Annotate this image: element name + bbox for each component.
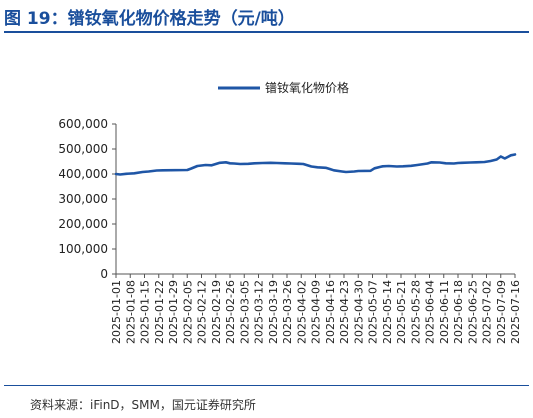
x-tick-label: 2025-01-15 [139, 280, 152, 344]
x-tick-label: 2025-03-05 [238, 280, 251, 344]
x-tick-label: 2025-03-12 [253, 280, 266, 344]
figure-title: 图 19：镨钕氧化物价格走势（元/吨） [4, 9, 295, 29]
title-rule [4, 31, 529, 33]
x-tick-label: 2025-03-26 [281, 280, 294, 344]
x-tick-label: 2025-04-30 [352, 280, 365, 344]
source-note: 资料来源：iFinD，SMM，国元证券研究所 [30, 398, 256, 412]
footer-rule [4, 385, 529, 386]
chart-legend: 镨钕氧化物价格 [218, 80, 349, 95]
legend-label: 镨钕氧化物价格 [265, 80, 349, 95]
x-tick-label: 2025-07-16 [509, 280, 522, 344]
y-tick-label: 100,000 [58, 242, 108, 256]
y-axis: 0 100,000 200,000 300,000 400,000 500,000 600,… [58, 117, 117, 281]
x-tick-label: 2025-06-18 [452, 280, 465, 344]
x-tick-label: 2025-02-05 [181, 280, 194, 344]
x-tick-label: 2025-02-26 [224, 280, 237, 344]
y-tick-label: 300,000 [58, 192, 108, 206]
x-tick-label: 2025-01-08 [124, 280, 137, 344]
plot-area [114, 153, 517, 176]
y-tick-label: 600,000 [58, 117, 108, 131]
x-tick-label: 2025-01-29 [167, 280, 180, 344]
x-axis: 2025-01-01 2025-01-08 2025-01-15 2025-01-22… [110, 273, 522, 344]
x-tick-label: 2025-07-02 [481, 280, 494, 344]
x-tick-label: 2025-05-07 [367, 280, 380, 344]
y-tick-label: 400,000 [58, 167, 108, 181]
x-tick-label: 2025-06-25 [466, 280, 479, 344]
x-tick-label: 2025-06-04 [424, 280, 437, 344]
y-tick-label: 0 [100, 267, 108, 281]
x-tick-label: 2025-07-09 [495, 280, 508, 344]
x-tick-label: 2025-04-09 [310, 280, 323, 344]
x-tick-label: 2025-02-19 [210, 280, 223, 344]
x-tick-label: 2025-05-21 [395, 280, 408, 344]
price-line-chart: 镨钕氧化物价格 0 100,000 200,000 300,000 400,000 500… [58, 80, 522, 344]
x-tick-label: 2025-04-02 [295, 280, 308, 344]
y-tick-label: 500,000 [58, 142, 108, 156]
y-tick-label: 200,000 [58, 217, 108, 231]
x-tick-label: 2025-05-28 [409, 280, 422, 344]
x-tick-label: 2025-03-19 [267, 280, 280, 344]
series-line [114, 153, 517, 176]
x-tick-label: 2025-06-11 [438, 280, 451, 344]
x-tick-label: 2025-04-23 [338, 280, 351, 344]
x-tick-label: 2025-04-16 [324, 280, 337, 344]
x-tick-label: 2025-01-01 [110, 280, 123, 344]
x-tick-label: 2025-05-14 [381, 280, 394, 344]
x-tick-label: 2025-02-12 [196, 280, 209, 344]
x-tick-label: 2025-01-22 [153, 280, 166, 344]
